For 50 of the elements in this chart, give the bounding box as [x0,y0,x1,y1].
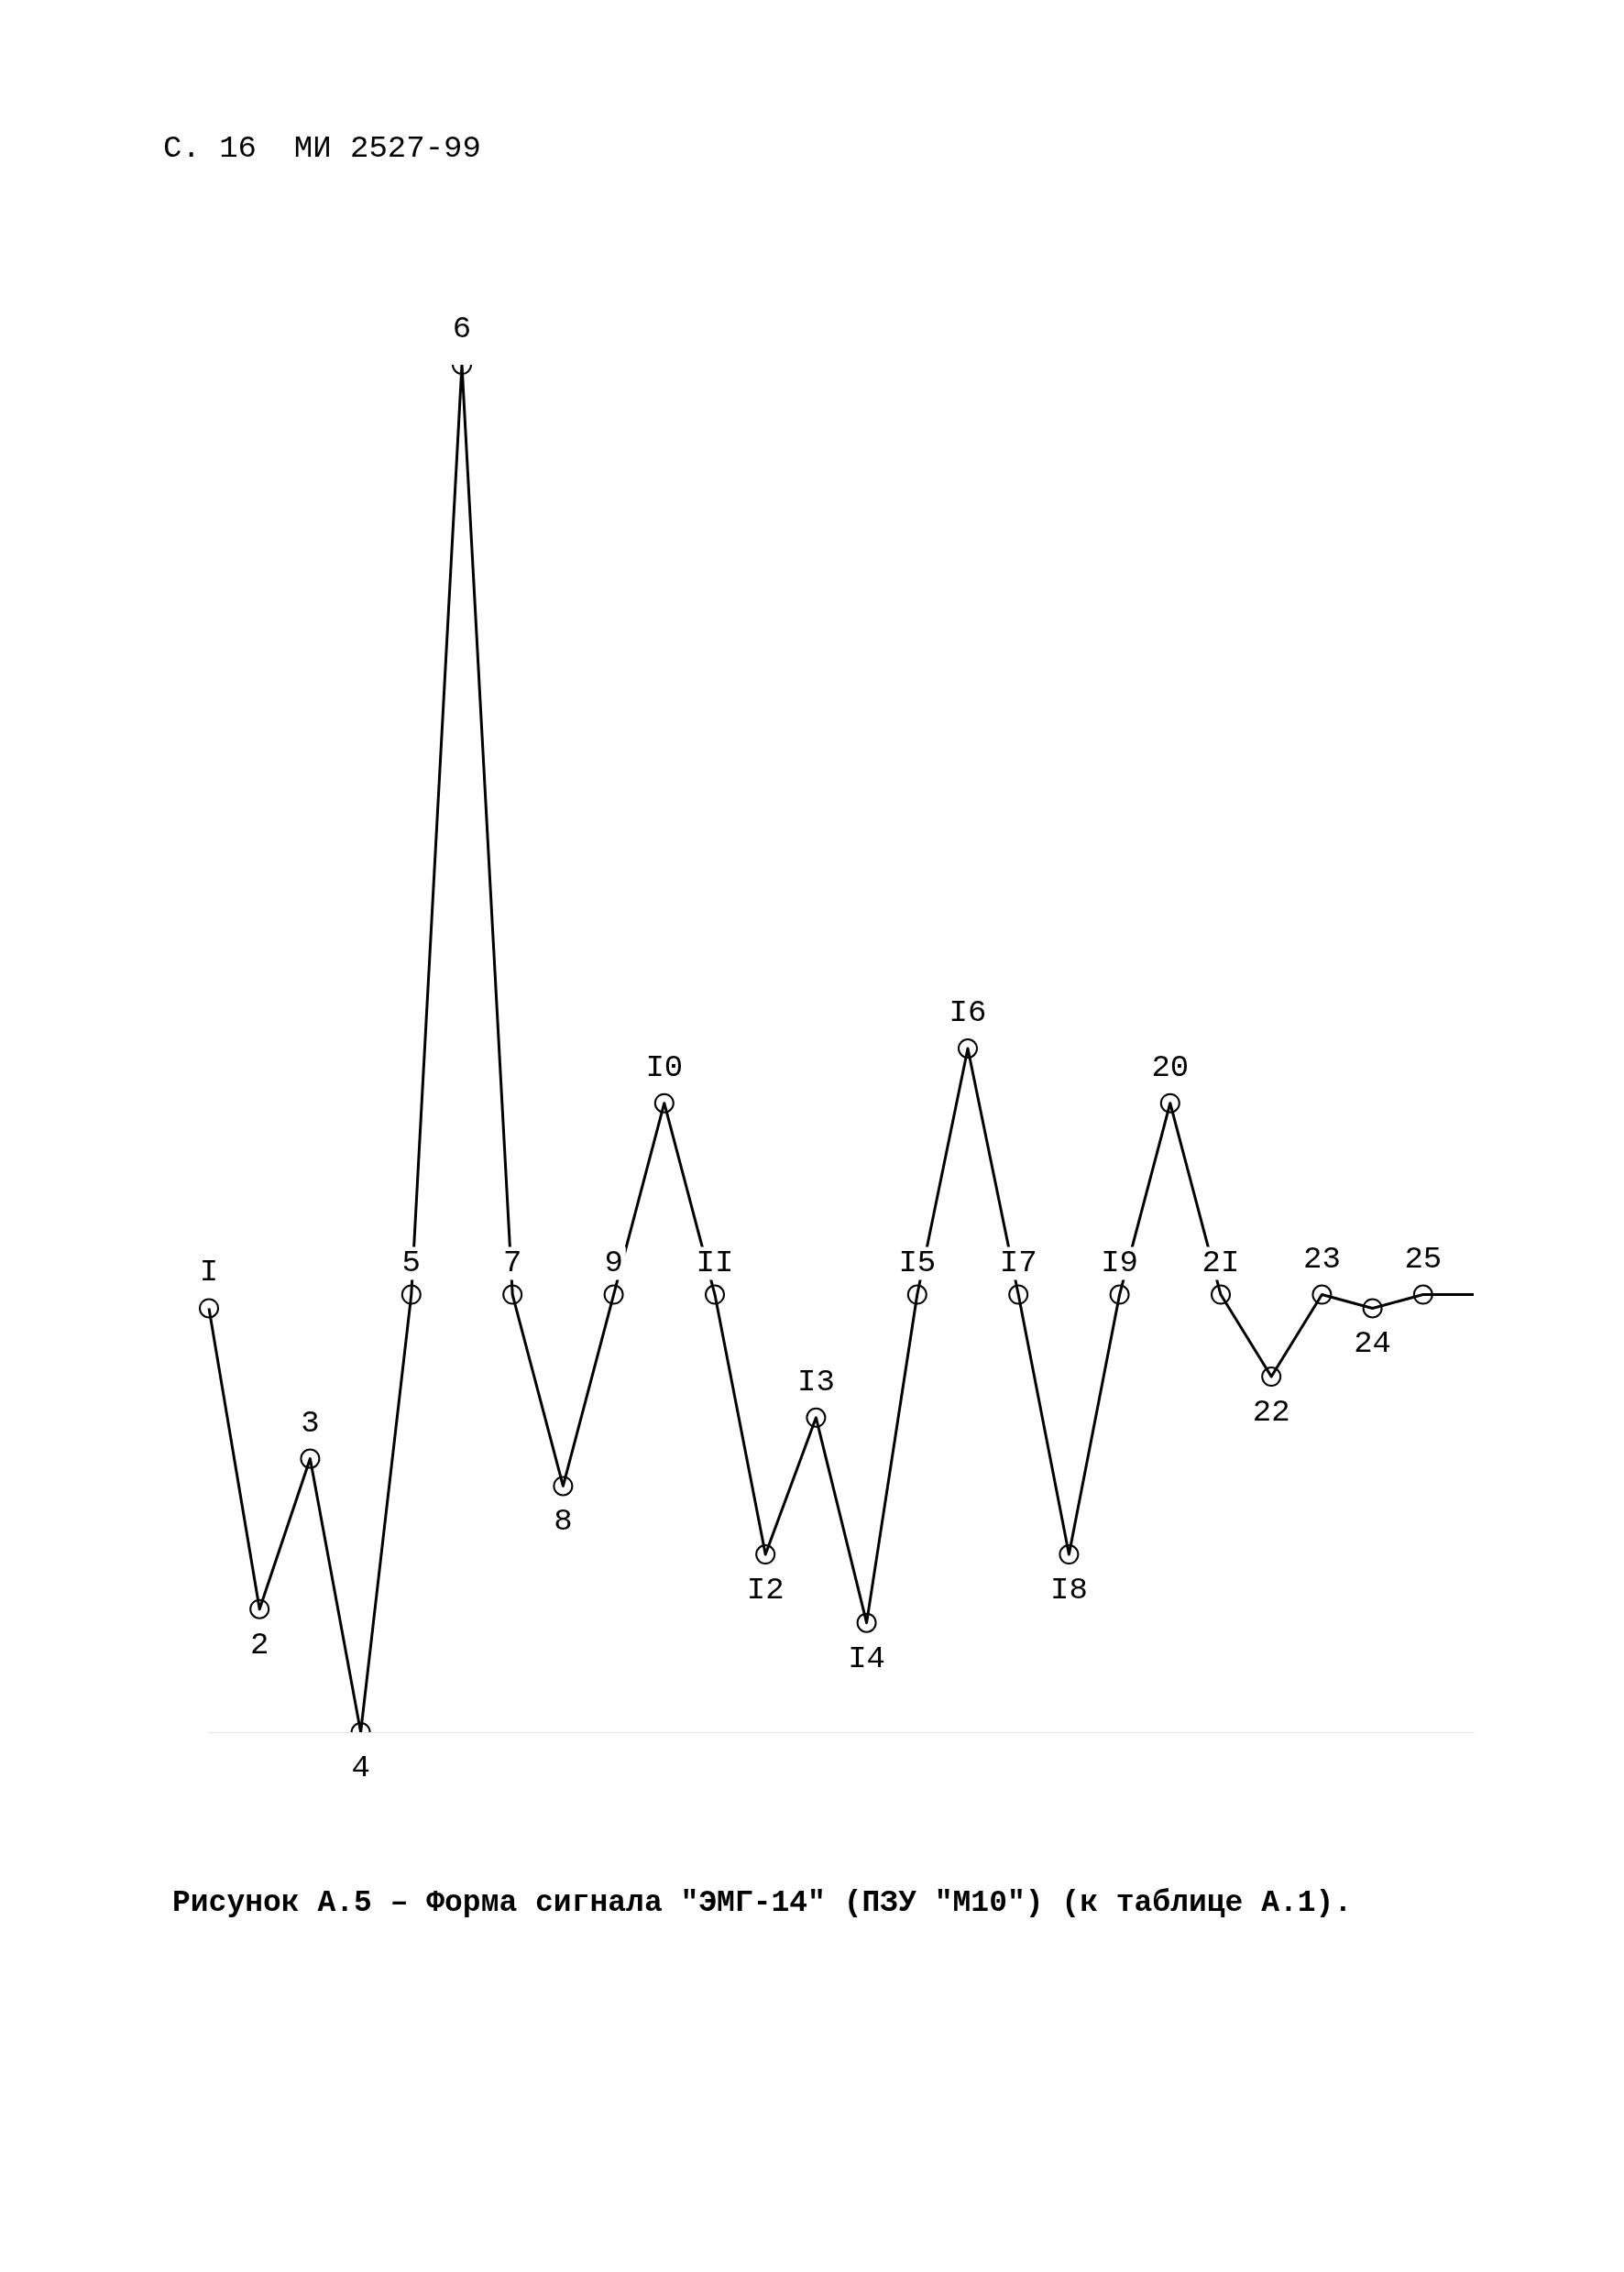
annotation: I9 [1101,1245,1139,1280]
point [1059,1544,1080,1565]
point [502,1284,523,1305]
annotation: I2 [746,1573,785,1608]
annotation: 20 [1151,1049,1190,1085]
point [603,1284,624,1305]
annotation: 6 [452,312,472,346]
annotation: 24 [1354,1326,1392,1362]
annotation: I [199,1255,219,1290]
point [958,1038,978,1059]
annotation: 25 [1404,1241,1443,1277]
annotation: I5 [898,1245,937,1280]
annotation: I8 [1049,1573,1088,1608]
point [653,1092,675,1114]
annotation: 8 [554,1504,573,1540]
point [1211,1284,1231,1305]
point [806,1407,827,1428]
annotation: 22 [1252,1395,1290,1431]
point [1159,1092,1180,1114]
point [1311,1284,1333,1305]
annotation: I6 [949,995,987,1030]
annotation: 7 [503,1245,522,1280]
text: С. 16 МИ 2527-99 [163,131,481,166]
point [1412,1284,1433,1305]
annotation: 23 [1302,1241,1341,1277]
annotation: 2 [250,1627,269,1663]
annotation: 4 [351,1751,370,1785]
point [906,1284,927,1305]
annotation: I3 [796,1364,835,1399]
point [705,1284,725,1305]
point [199,1298,219,1319]
annotation: 5 [401,1245,421,1280]
point [1362,1298,1383,1319]
annotation: 3 [301,1405,320,1441]
point [1109,1284,1130,1305]
annotation: I0 [645,1049,684,1085]
annotation: II [696,1245,734,1280]
point [1261,1366,1282,1388]
point [249,1598,270,1619]
point [553,1476,574,1497]
point [856,1612,877,1633]
point [401,1284,422,1305]
annotation: I4 [848,1641,886,1676]
text: Рисунок А.5 – Форма сигнала "ЭМГ-14" (ПЗУ "М10") (к таблице А.1). [172,1886,1353,1920]
point [1008,1284,1029,1305]
annotation: 2I [1202,1245,1240,1280]
annotation: 9 [604,1245,623,1280]
point [755,1544,776,1565]
point [300,1448,321,1469]
annotation: I7 [999,1245,1037,1280]
